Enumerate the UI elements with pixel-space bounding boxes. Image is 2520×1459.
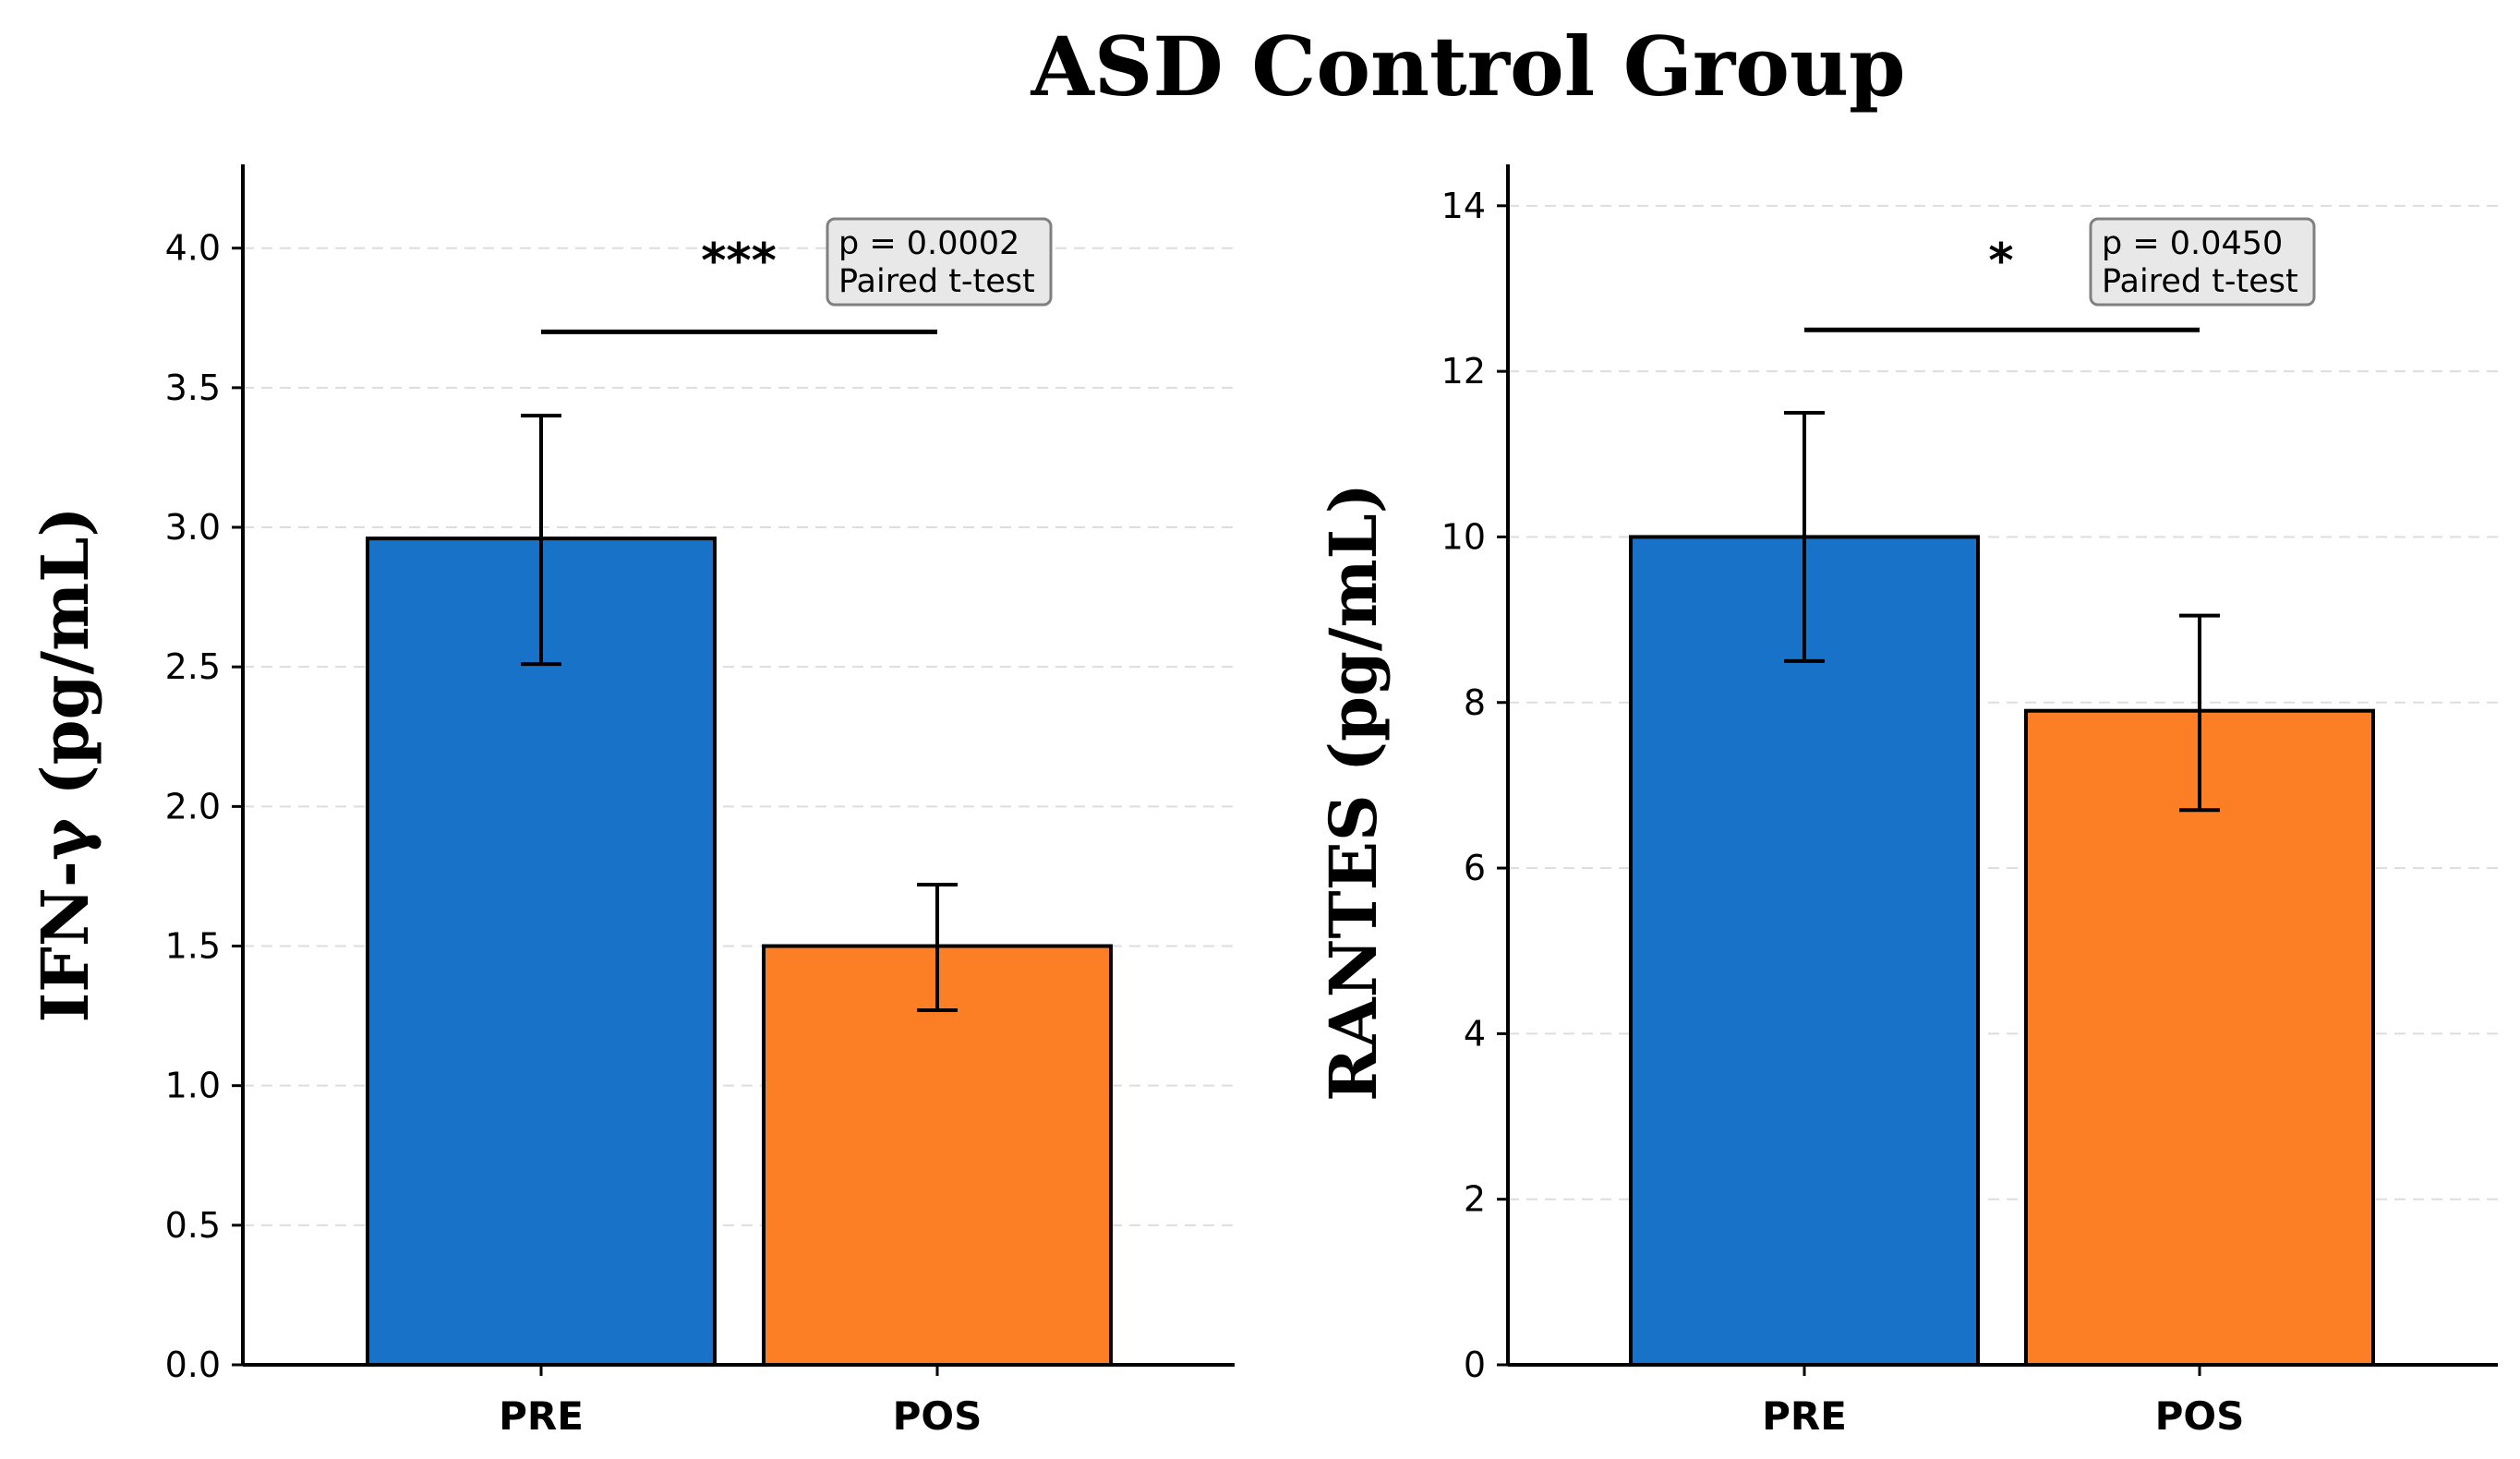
figure-title: ASD Control Group [1031,18,1906,115]
ifn-gamma-chart: PRE POS 0.0 0.5 1.0 1.5 2.0 2.5 3.0 3.5 4.0 IFN-γ (… [27,164,1235,1439]
test-name-text: Paired t-test [2102,263,2298,300]
y-tick-label: 3.5 [165,368,221,408]
y-tick-label: 0.0 [165,1344,221,1385]
y-tick-label: 1.5 [165,926,221,967]
y-tick-label: 4.0 [165,228,221,269]
error-bar-pos [2179,613,2220,813]
y-axis-label: RANTES (pg/mL) [1315,483,1392,1102]
bar-pos [2024,708,2375,1367]
significance-stars: *** [701,234,777,289]
y-tick-label: 2.5 [165,646,221,687]
rantes-chart: PRE POS 0 2 4 6 8 10 12 14 RANTES (pg/mL) * p = 0.04… [1315,164,2498,1439]
y-tick-label: 0.5 [165,1205,221,1246]
error-bar-pre [521,414,561,667]
y-tick-label: 6 [1464,848,1486,888]
category-label: PRE [1762,1393,1847,1439]
y-tick-label: 2 [1464,1179,1486,1220]
bar-pre [1629,535,1980,1367]
y-tick-label: 2.0 [165,786,221,826]
significance-stars: * [1988,234,2013,289]
error-bar-pos [917,883,958,1013]
y-tick-label: 0 [1464,1344,1486,1385]
test-name-text: Paired t-test [838,263,1035,300]
y-axis-label: IFN-γ (pg/mL) [27,506,103,1022]
y-tick-label: 1.0 [165,1066,221,1106]
p-value-text: p = 0.0002 [838,225,1019,262]
y-tick-label: 8 [1464,682,1486,723]
category-label: POS [2155,1393,2245,1439]
y-tick-label: 12 [1441,351,1486,392]
y-tick-label: 14 [1441,186,1486,226]
y-tick-label: 10 [1441,516,1486,557]
y-tick-label: 3.0 [165,507,221,548]
category-label: PRE [499,1393,584,1439]
p-value-text: p = 0.0450 [2102,225,2283,262]
error-bar-pre [1784,410,1825,663]
y-tick-label: 4 [1464,1013,1486,1054]
category-label: POS [893,1393,983,1439]
bar-pre [366,537,717,1367]
